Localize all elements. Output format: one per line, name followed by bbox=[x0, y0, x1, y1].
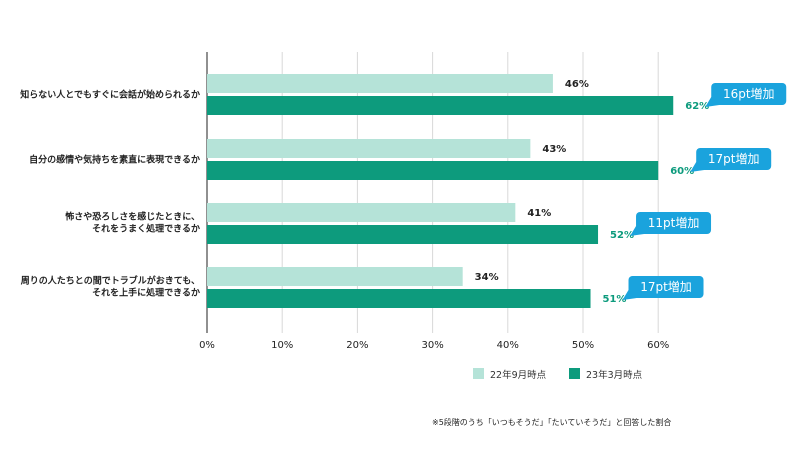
bar-2023-03 bbox=[207, 225, 599, 244]
category-label: それをうまく処理できるか bbox=[92, 223, 200, 235]
bars: 46% 62% 43% 60% 41% 52% 34% 51% bbox=[207, 74, 709, 308]
callout-pointer bbox=[630, 226, 645, 236]
x-axis-ticks: 0% 10% 20% 30% 40% 50% 60% bbox=[199, 340, 669, 351]
bar-2022-09 bbox=[207, 267, 463, 286]
data-label-2023-03: 51% bbox=[603, 294, 627, 305]
category-label: 怖さや恐ろしさを感じたときに、 bbox=[65, 211, 200, 223]
data-label-2022-09: 34% bbox=[475, 272, 499, 283]
legend-label: 22年9月時点 bbox=[490, 369, 547, 381]
x-tick-label: 30% bbox=[421, 340, 443, 351]
footnote: ※5段階のうち「いつもそうだ」「たいていそうだ」と回答した割合 bbox=[432, 417, 671, 427]
increase-callout: 17pt増加 bbox=[690, 148, 772, 172]
callout-box bbox=[636, 212, 712, 234]
callouts: 16pt増加 17pt増加 11pt増加 17pt増加 bbox=[622, 83, 787, 300]
bar-2023-03 bbox=[207, 289, 591, 308]
legend: 22年9月時点 23年3月時点 bbox=[473, 368, 643, 381]
x-tick-label: 40% bbox=[497, 340, 519, 351]
data-label-2022-09: 46% bbox=[565, 79, 589, 90]
bar-2022-09 bbox=[207, 74, 553, 93]
callout-text: 11pt増加 bbox=[648, 216, 700, 230]
x-tick-label: 20% bbox=[346, 340, 368, 351]
bar-2023-03 bbox=[207, 161, 659, 180]
bar-2022-09 bbox=[207, 203, 516, 222]
increase-callout: 11pt増加 bbox=[630, 212, 712, 236]
callout-box bbox=[696, 148, 772, 170]
x-tick-label: 50% bbox=[572, 340, 594, 351]
data-label-2022-09: 43% bbox=[542, 144, 566, 155]
category-labels: 知らない人とでもすぐに会話が始められるか自分の感情や気持ちを素直に表現できるか怖… bbox=[19, 89, 200, 299]
bar-2023-03 bbox=[207, 96, 674, 115]
category-label: 自分の感情や気持ちを素直に表現できるか bbox=[29, 154, 200, 166]
x-tick-label: 60% bbox=[647, 340, 669, 351]
callout-box bbox=[628, 276, 704, 298]
increase-callout: 16pt増加 bbox=[705, 83, 787, 107]
callout-box bbox=[711, 83, 787, 105]
bar-2022-09 bbox=[207, 139, 531, 158]
x-tick-label: 10% bbox=[271, 340, 293, 351]
x-tick-label: 0% bbox=[199, 340, 215, 351]
legend-swatch bbox=[569, 368, 580, 379]
category-label: それを上手に処理できるか bbox=[92, 287, 200, 299]
callout-pointer bbox=[622, 290, 637, 300]
category-label: 周りの人たちとの間でトラブルがおきても、 bbox=[21, 275, 200, 287]
category-label: 知らない人とでもすぐに会話が始められるか bbox=[19, 89, 200, 101]
data-label-2022-09: 41% bbox=[527, 208, 551, 219]
increase-callout: 17pt増加 bbox=[622, 276, 704, 300]
callout-text: 16pt増加 bbox=[723, 87, 775, 101]
callout-pointer bbox=[690, 162, 705, 172]
callout-text: 17pt増加 bbox=[640, 280, 692, 294]
callout-pointer bbox=[705, 97, 720, 107]
data-label-2023-03: 52% bbox=[610, 230, 634, 241]
data-label-2023-03: 60% bbox=[670, 166, 694, 177]
data-label-2023-03: 62% bbox=[685, 101, 709, 112]
callout-text: 17pt増加 bbox=[708, 152, 760, 166]
legend-swatch bbox=[473, 368, 484, 379]
legend-label: 23年3月時点 bbox=[586, 369, 643, 381]
